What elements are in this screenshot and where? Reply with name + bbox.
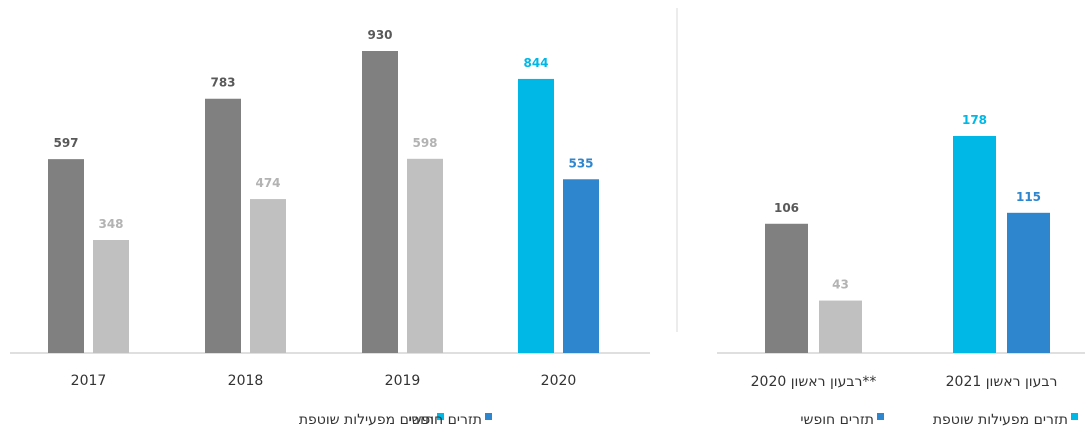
data-label-2020-s2: 535	[568, 156, 593, 170]
data-label-2018-s2: 474	[255, 176, 280, 190]
bar-q1-2020-s1	[765, 223, 808, 353]
legend-label-free: תזרים חופשי	[408, 412, 482, 428]
data-label-2020-s1: 844	[523, 56, 548, 70]
bar-2020-s1	[518, 78, 554, 353]
data-label-2019-s2: 598	[412, 136, 437, 150]
data-label-q1-2020-s1: 106	[774, 201, 799, 215]
tick-label-q1-2021: רבעון ראשון 2021	[946, 374, 1058, 390]
legend-swatch-free	[485, 413, 492, 420]
bar-2018-s1	[205, 98, 241, 354]
tick-label-q1-2020: רבעון ראשון 2020**	[751, 374, 877, 390]
data-label-q1-2020-s2: 43	[832, 278, 849, 292]
data-label-2017-s1: 597	[53, 136, 78, 150]
tick-label-2017: 2017	[71, 373, 107, 389]
bar-2018-s2	[250, 199, 286, 353]
bar-2019-s2	[407, 158, 443, 353]
tick-label-2020: 2020	[541, 373, 577, 389]
data-label-2019-s1: 930	[367, 28, 392, 42]
data-label-q1-2021-s2: 115	[1016, 190, 1041, 204]
bar-2017-s2	[93, 239, 129, 353]
bar-q1-2021-s2	[1007, 212, 1050, 353]
legend-swatch-free-quarterly	[877, 413, 884, 420]
bar-2017-s1	[48, 159, 84, 353]
legend-label-free-quarterly: תזרים חופשי	[800, 412, 874, 428]
legend-label-operating: תזרים מפעילות שוטפת	[299, 412, 434, 428]
bar-2020-s2	[563, 179, 599, 353]
legend-swatch-operating	[437, 413, 444, 420]
data-label-2018-s1: 783	[210, 76, 235, 90]
bar-q1-2020-s2	[819, 300, 862, 353]
data-label-q1-2021-s1: 178	[962, 113, 987, 127]
bar-q1-2021-s1	[953, 136, 996, 353]
tick-label-2018: 2018	[228, 373, 264, 389]
legend-label-operating-quarterly: תזרים מפעילות שוטפת	[933, 412, 1068, 428]
legend-swatch-operating-quarterly	[1071, 413, 1078, 420]
bar-2019-s1	[362, 51, 398, 353]
data-label-2017-s2: 348	[98, 217, 123, 231]
tick-label-2019: 2019	[385, 373, 421, 389]
